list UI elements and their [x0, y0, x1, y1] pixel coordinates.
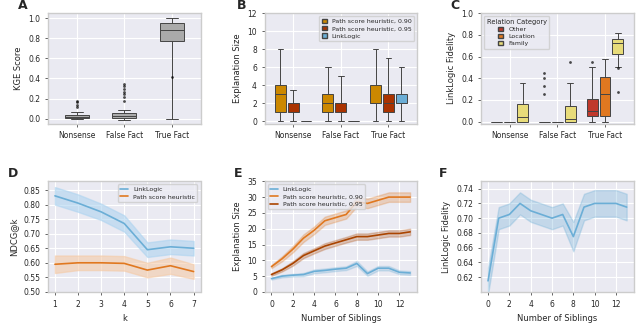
Path score heuristic, 0.90 [332, 216, 339, 220]
Path score heuristic [74, 261, 82, 265]
Text: D: D [8, 167, 19, 180]
Path score heuristic, 0.95 [268, 273, 275, 277]
PathPatch shape [396, 94, 407, 103]
Legend: LinkLogic, Path score heuristic: LinkLogic, Path score heuristic [118, 184, 197, 202]
Path score heuristic [120, 261, 128, 265]
PathPatch shape [587, 99, 598, 116]
PathPatch shape [383, 94, 394, 112]
LinkLogic [120, 221, 128, 225]
LinkLogic [364, 272, 371, 276]
Path score heuristic, 0.90 [310, 228, 318, 232]
Path score heuristic, 0.95 [396, 232, 403, 236]
LinkLogic [166, 245, 174, 249]
X-axis label: k: k [122, 314, 127, 323]
Y-axis label: Explanation Size: Explanation Size [232, 202, 242, 271]
PathPatch shape [370, 85, 381, 103]
LinkLogic [300, 273, 307, 277]
Path score heuristic, 0.90 [268, 265, 275, 269]
Y-axis label: KGE Score: KGE Score [13, 47, 22, 90]
Line: LinkLogic: LinkLogic [55, 196, 193, 250]
LinkLogic [332, 267, 339, 271]
Y-axis label: LinkLogic Fidelity: LinkLogic Fidelity [447, 32, 456, 105]
LinkLogic [51, 194, 59, 198]
Text: F: F [438, 167, 447, 180]
Line: Path score heuristic, 0.90: Path score heuristic, 0.90 [271, 197, 410, 267]
Text: C: C [451, 0, 460, 12]
PathPatch shape [275, 85, 285, 112]
Path score heuristic [97, 261, 105, 265]
PathPatch shape [323, 94, 333, 112]
PathPatch shape [335, 103, 346, 112]
Path score heuristic, 0.95 [406, 230, 414, 234]
LinkLogic [353, 261, 360, 265]
Path score heuristic [166, 264, 174, 268]
Path score heuristic, 0.90 [406, 195, 414, 199]
Path score heuristic [51, 262, 59, 266]
LinkLogic [396, 270, 403, 274]
Line: Path score heuristic, 0.95: Path score heuristic, 0.95 [271, 232, 410, 275]
Text: E: E [234, 167, 243, 180]
Y-axis label: Explanation Size: Explanation Size [233, 34, 242, 103]
PathPatch shape [564, 106, 576, 122]
X-axis label: Number of Siblings: Number of Siblings [517, 314, 598, 323]
Path score heuristic, 0.90 [300, 236, 307, 240]
Path score heuristic, 0.90 [364, 201, 371, 205]
Y-axis label: NDCG@k: NDCG@k [9, 217, 18, 256]
LinkLogic [97, 210, 105, 214]
PathPatch shape [160, 23, 184, 41]
Path score heuristic, 0.95 [278, 268, 286, 272]
Path score heuristic, 0.95 [300, 254, 307, 257]
Path score heuristic, 0.90 [396, 195, 403, 199]
Text: A: A [17, 0, 27, 12]
PathPatch shape [113, 113, 136, 118]
Path score heuristic, 0.95 [385, 232, 392, 236]
LinkLogic [74, 201, 82, 205]
LinkLogic [374, 266, 382, 270]
Path score heuristic [189, 270, 197, 274]
Path score heuristic [143, 268, 151, 272]
Path score heuristic, 0.90 [289, 247, 297, 251]
LinkLogic [143, 248, 151, 252]
Text: B: B [237, 0, 246, 12]
Path score heuristic, 0.90 [353, 200, 360, 204]
LinkLogic [189, 246, 197, 250]
Path score heuristic, 0.95 [364, 235, 371, 238]
Legend: Other, Location, Family: Other, Location, Family [484, 16, 549, 49]
LinkLogic [278, 274, 286, 278]
Legend: LinkLogic, Path score heuristic, 0.90, Path score heuristic, 0.95: LinkLogic, Path score heuristic, 0.90, P… [268, 184, 365, 209]
PathPatch shape [517, 104, 528, 122]
LinkLogic [406, 271, 414, 275]
PathPatch shape [287, 103, 299, 112]
Path score heuristic, 0.95 [289, 261, 297, 265]
LinkLogic [321, 268, 329, 272]
PathPatch shape [65, 115, 88, 118]
Path score heuristic, 0.90 [374, 198, 382, 202]
Line: LinkLogic: LinkLogic [271, 263, 410, 279]
PathPatch shape [612, 39, 623, 54]
Path score heuristic, 0.95 [353, 235, 360, 238]
Path score heuristic, 0.90 [321, 219, 329, 223]
Path score heuristic, 0.95 [374, 233, 382, 237]
Path score heuristic, 0.90 [278, 257, 286, 261]
LinkLogic [310, 269, 318, 273]
Path score heuristic, 0.95 [321, 244, 329, 248]
Path score heuristic, 0.95 [342, 238, 350, 242]
Legend: Path score heuristic, 0.90, Path score heuristic, 0.95, LinkLogic: Path score heuristic, 0.90, Path score h… [319, 16, 414, 41]
Path score heuristic, 0.95 [310, 249, 318, 253]
LinkLogic [342, 266, 350, 270]
PathPatch shape [600, 77, 611, 116]
Path score heuristic, 0.95 [332, 241, 339, 245]
Line: Path score heuristic: Path score heuristic [55, 263, 193, 272]
Path score heuristic, 0.90 [342, 213, 350, 216]
LinkLogic [385, 266, 392, 270]
LinkLogic [268, 277, 275, 281]
Path score heuristic, 0.90 [385, 195, 392, 199]
X-axis label: Number of Siblings: Number of Siblings [301, 314, 381, 323]
Y-axis label: LinkLogic Fidelity: LinkLogic Fidelity [442, 200, 451, 273]
LinkLogic [289, 273, 297, 277]
